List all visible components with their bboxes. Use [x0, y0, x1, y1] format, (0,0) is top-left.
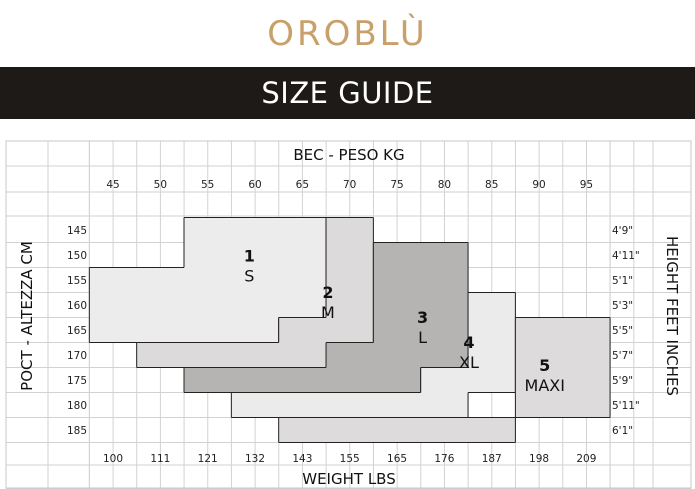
kg-tick-label: 45	[106, 179, 119, 191]
kg-tick-label: 80	[438, 179, 451, 191]
size-zone-cell	[326, 267, 374, 293]
x-top-axis-title: BEC - PESO KG	[293, 146, 404, 164]
size-zone-cell	[373, 242, 469, 268]
cm-tick-label: 185	[67, 425, 87, 437]
size-zone-cell	[184, 217, 327, 243]
kg-tick-label: 95	[580, 179, 593, 191]
cm-tick-label: 165	[67, 325, 87, 337]
ft-tick-label: 5'5"	[612, 325, 633, 337]
title-banner: SIZE GUIDE	[0, 67, 695, 119]
size-zone-cell	[468, 342, 516, 368]
ft-tick-label: 4'11"	[612, 250, 640, 262]
chart-frame	[5, 140, 692, 489]
page-title: SIZE GUIDE	[261, 76, 434, 110]
size-zones	[88, 217, 611, 443]
size-zone-cell	[468, 292, 516, 318]
cm-tick-label: 150	[67, 250, 87, 262]
size-name-label: MAXI	[525, 376, 565, 395]
size-zone-cell	[89, 292, 327, 318]
cm-tick-label: 145	[67, 225, 87, 237]
lbs-tick-label: 100	[103, 453, 123, 465]
size-zone-cell	[326, 342, 469, 368]
chart-border	[5, 140, 692, 489]
cm-tick-label: 155	[67, 275, 87, 287]
ft-tick-label: 5'11"	[612, 400, 640, 412]
size-zone-cell	[184, 242, 327, 268]
size-zone-cell	[373, 317, 469, 343]
kg-tick-label: 85	[485, 179, 498, 191]
lbs-tick-label: 165	[387, 453, 407, 465]
ft-tick-label: 5'7"	[612, 350, 633, 362]
ft-tick-label: 4'9"	[612, 225, 633, 237]
lbs-tick-label: 132	[245, 453, 265, 465]
lbs-tick-label: 111	[150, 453, 170, 465]
size-zone-cell	[515, 317, 611, 343]
lbs-tick-label: 143	[292, 453, 312, 465]
cm-tick-label: 160	[67, 300, 87, 312]
kg-tick-label: 55	[201, 179, 214, 191]
size-zone-cell	[326, 292, 374, 318]
y-left-axis-title: POCT - ALTEZZA CM	[18, 241, 36, 391]
cm-tick-label: 180	[67, 400, 87, 412]
size-zone-cell	[231, 392, 469, 418]
kg-tick-label: 50	[154, 179, 167, 191]
size-number-label: 3	[417, 308, 428, 327]
lbs-tick-label: 187	[482, 453, 502, 465]
kg-tick-label: 65	[296, 179, 309, 191]
lbs-tick-label: 176	[434, 453, 454, 465]
cm-tick-label: 170	[67, 350, 87, 362]
size-zone-cell	[515, 367, 611, 393]
size-zone-xl	[230, 292, 516, 418]
x-bottom-axis-title: WEIGHT LBS	[302, 470, 395, 488]
ft-tick-label: 5'9"	[612, 375, 633, 387]
lbs-tick-label: 155	[340, 453, 360, 465]
size-name-label: S	[244, 267, 254, 286]
ft-tick-label: 5'3"	[612, 300, 633, 312]
lbs-tick-label: 198	[529, 453, 549, 465]
size-number-label: 4	[463, 333, 474, 352]
lbs-tick-label: 209	[576, 453, 596, 465]
size-name-label: XL	[459, 353, 479, 372]
size-number-label: 2	[322, 283, 333, 302]
size-number-label: 1	[244, 247, 255, 266]
size-zone-cell	[515, 342, 611, 368]
size-zone-s	[88, 217, 327, 343]
size-zone-cell	[326, 242, 374, 268]
size-zone-cell	[373, 292, 469, 318]
size-zone-cell	[184, 367, 421, 393]
kg-tick-label: 75	[390, 179, 403, 191]
size-zone-cell	[89, 267, 327, 293]
size-zone-maxi	[278, 317, 611, 443]
size-zone-cell	[89, 317, 279, 343]
size-zone-cell	[373, 267, 469, 293]
size-zone-cell	[515, 392, 611, 418]
lbs-tick-label: 121	[198, 453, 218, 465]
kg-tick-label: 60	[248, 179, 261, 191]
brand-header: OROBLÙ	[0, 0, 695, 67]
ft-tick-label: 5'1"	[612, 275, 633, 287]
brand-logo: OROBLÙ	[267, 13, 428, 54]
size-name-label: L	[418, 328, 427, 347]
size-zone-cell	[420, 367, 516, 393]
size-name-label: M	[321, 303, 335, 322]
cm-tick-label: 175	[67, 375, 87, 387]
size-zone-cell	[278, 317, 374, 343]
y-right-axis-title: HEIGHT FEET INCHES	[663, 236, 681, 396]
size-number-label: 5	[539, 356, 550, 375]
kg-tick-label: 90	[532, 179, 545, 191]
size-zone-cell	[326, 217, 374, 243]
size-zone-cell	[278, 417, 516, 443]
kg-tick-label: 70	[343, 179, 356, 191]
size-zone-cell	[468, 317, 516, 343]
ft-tick-label: 6'1"	[612, 425, 633, 437]
